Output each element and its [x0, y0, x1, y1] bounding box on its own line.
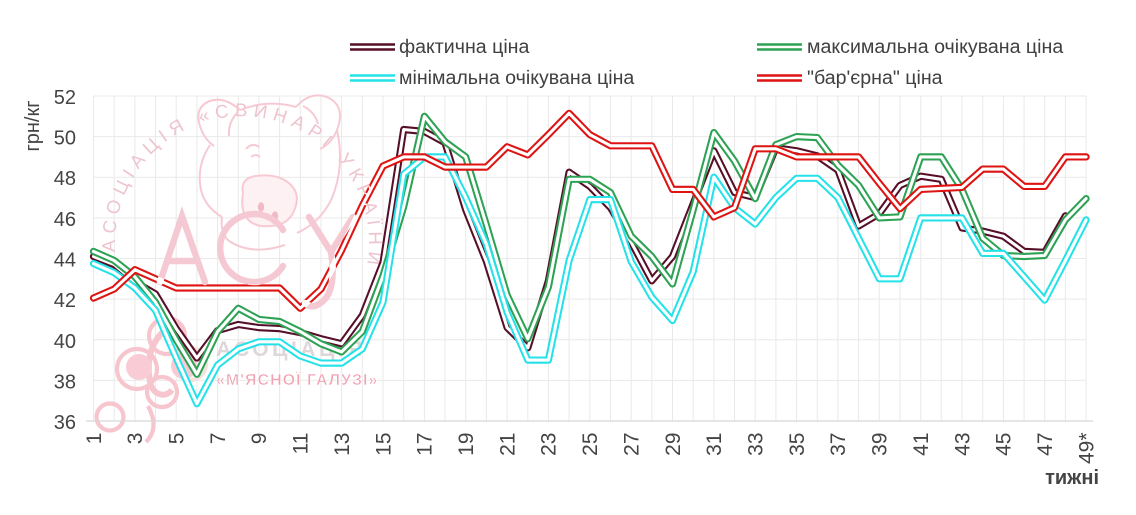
svg-text:21: 21	[496, 433, 519, 456]
svg-text:13: 13	[331, 433, 354, 456]
svg-text:25: 25	[579, 433, 602, 456]
svg-text:47: 47	[1034, 433, 1057, 456]
svg-text:19: 19	[455, 433, 478, 456]
svg-text:мінімальна очікувана ціна: мінімальна очікувана ціна	[399, 67, 634, 89]
svg-text:52: 52	[54, 87, 76, 109]
svg-text:11: 11	[290, 433, 313, 455]
svg-text:38: 38	[54, 371, 76, 393]
svg-text:9: 9	[248, 433, 271, 445]
svg-text:40: 40	[54, 331, 76, 353]
svg-text:"бар'єрна" ціна: "бар'єрна" ціна	[807, 67, 943, 89]
svg-text:36: 36	[54, 412, 76, 434]
svg-text:грн/кг: грн/кг	[22, 100, 44, 151]
svg-text:50: 50	[54, 128, 76, 150]
svg-text:27: 27	[621, 433, 644, 456]
svg-text:7: 7	[207, 433, 230, 445]
svg-text:17: 17	[414, 433, 437, 456]
svg-text:43: 43	[951, 433, 974, 456]
svg-text:33: 33	[745, 433, 768, 456]
svg-text:41: 41	[910, 433, 933, 456]
svg-text:48: 48	[54, 168, 76, 190]
svg-text:фактична ціна: фактична ціна	[399, 36, 529, 58]
svg-text:37: 37	[827, 433, 850, 456]
svg-text:39: 39	[869, 433, 892, 456]
svg-text:15: 15	[372, 433, 395, 456]
svg-text:45: 45	[993, 432, 1016, 455]
svg-text:5: 5	[166, 433, 189, 445]
svg-text:3: 3	[124, 433, 147, 445]
svg-text:29: 29	[662, 433, 685, 456]
svg-text:46: 46	[54, 209, 76, 231]
svg-text:23: 23	[538, 433, 561, 456]
svg-text:42: 42	[54, 290, 76, 312]
svg-text:«М'ЯСНОЇ ГАЛУЗІ»: «М'ЯСНОЇ ГАЛУЗІ»	[216, 371, 378, 389]
svg-text:1: 1	[83, 433, 106, 445]
svg-text:максимальна очікувана ціна: максимальна очікувана ціна	[807, 36, 1063, 58]
svg-text:тижні: тижні	[1045, 467, 1099, 489]
svg-text:49*: 49*	[1075, 433, 1098, 465]
svg-text:35: 35	[786, 433, 809, 456]
svg-text:44: 44	[54, 250, 76, 272]
svg-text:31: 31	[703, 433, 726, 456]
